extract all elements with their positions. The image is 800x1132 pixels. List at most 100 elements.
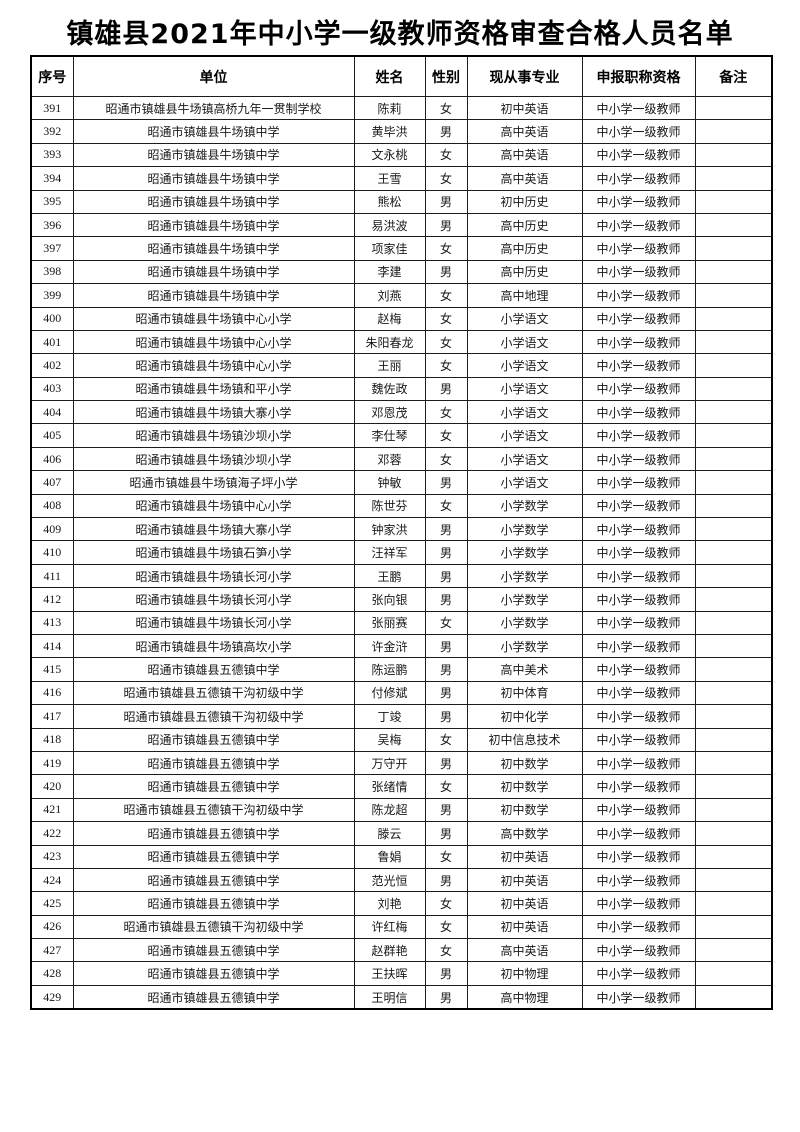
cell-name: 项家佳: [353, 236, 426, 261]
cell-subject: 初中数学: [466, 750, 583, 776]
cell-qualification: 中小学一级教师: [581, 610, 696, 635]
cell-serial-number: 402: [30, 353, 74, 378]
cell-serial-number: 395: [30, 189, 74, 214]
cell-unit: 昭通市镇雄县五德镇中学: [72, 938, 355, 963]
table-row: 413 昭通市镇雄县牛场镇长河小学 张丽赛 女 小学数学 中小学一级教师: [30, 610, 773, 635]
table-row: 392 昭通市镇雄县牛场镇中学 黄毕洪 男 高中英语 中小学一级教师: [30, 119, 773, 144]
cell-name: 刘艳: [353, 891, 426, 916]
cell-remark: [694, 704, 773, 729]
cell-name: 汪祥军: [353, 540, 426, 565]
cell-remark: [694, 259, 773, 285]
cell-serial-number: 425: [30, 891, 74, 916]
cell-unit: 昭通市镇雄县牛场镇中学: [72, 212, 355, 238]
cell-unit: 昭通市镇雄县牛场镇中学: [72, 283, 355, 308]
cell-serial-number: 428: [30, 961, 74, 986]
cell-name: 范光恒: [353, 867, 426, 893]
cell-qualification: 中小学一级教师: [581, 493, 696, 519]
table-row: 411 昭通市镇雄县牛场镇长河小学 王鹏 男 小学数学 中小学一级教师: [30, 563, 773, 589]
cell-unit: 昭通市镇雄县五德镇干沟初级中学: [72, 797, 355, 823]
table-row: 406 昭通市镇雄县牛场镇沙坝小学 邓蓉 女 小学语文 中小学一级教师: [30, 446, 773, 472]
cell-remark: [694, 797, 773, 823]
cell-qualification: 中小学一级教师: [581, 891, 696, 916]
table-row: 398 昭通市镇雄县牛场镇中学 李建 男 高中历史 中小学一级教师: [30, 259, 773, 285]
cell-gender: 女: [424, 236, 468, 261]
cell-name: 陈莉: [353, 95, 426, 121]
cell-subject: 高中英语: [466, 166, 583, 191]
table-row: 408 昭通市镇雄县牛场镇中心小学 陈世芬 女 小学数学 中小学一级教师: [30, 493, 773, 519]
table-row: 418 昭通市镇雄县五德镇中学 吴梅 女 初中信息技术 中小学一级教师: [30, 727, 773, 752]
cell-remark: [694, 844, 773, 869]
cell-remark: [694, 493, 773, 519]
cell-subject: 小学语文: [466, 306, 583, 331]
cell-gender: 男: [424, 750, 468, 776]
cell-subject: 小学数学: [466, 540, 583, 565]
cell-qualification: 中小学一级教师: [581, 797, 696, 823]
table-row: 426 昭通市镇雄县五德镇干沟初级中学 许红梅 女 初中英语 中小学一级教师: [30, 914, 773, 940]
table-row: 407 昭通市镇雄县牛场镇海子坪小学 钟敏 男 小学语文 中小学一级教师: [30, 470, 773, 495]
table-row: 400 昭通市镇雄县牛场镇中心小学 赵梅 女 小学语文 中小学一级教师: [30, 306, 773, 331]
cell-subject: 小学语文: [466, 400, 583, 425]
cell-qualification: 中小学一级教师: [581, 961, 696, 986]
table-row: 419 昭通市镇雄县五德镇中学 万守开 男 初中数学 中小学一级教师: [30, 750, 773, 776]
cell-serial-number: 429: [30, 984, 74, 1010]
cell-unit: 昭通市镇雄县牛场镇高桥九年一贯制学校: [72, 95, 355, 121]
cell-subject: 高中历史: [466, 212, 583, 238]
cell-serial-number: 393: [30, 142, 74, 168]
cell-serial-number: 415: [30, 657, 74, 682]
cell-qualification: 中小学一级教师: [581, 938, 696, 963]
table-row: 415 昭通市镇雄县五德镇中学 陈运鹏 男 高中美术 中小学一级教师: [30, 657, 773, 682]
cell-qualification: 中小学一级教师: [581, 680, 696, 706]
cell-gender: 男: [424, 376, 468, 402]
cell-unit: 昭通市镇雄县牛场镇海子坪小学: [72, 470, 355, 495]
cell-subject: 高中英语: [466, 938, 583, 963]
cell-name: 刘燕: [353, 283, 426, 308]
table-row: 405 昭通市镇雄县牛场镇沙坝小学 李仕琴 女 小学语文 中小学一级教师: [30, 423, 773, 448]
table-row: 414 昭通市镇雄县牛场镇高坎小学 许金浒 男 小学数学 中小学一级教师: [30, 633, 773, 659]
cell-name: 邓恩茂: [353, 400, 426, 425]
cell-serial-number: 411: [30, 563, 74, 589]
cell-unit: 昭通市镇雄县牛场镇中学: [72, 236, 355, 261]
cell-unit: 昭通市镇雄县牛场镇大寨小学: [72, 517, 355, 542]
cell-qualification: 中小学一级教师: [581, 446, 696, 472]
cell-subject: 高中物理: [466, 984, 583, 1010]
cell-serial-number: 404: [30, 400, 74, 425]
cell-name: 钟家洪: [353, 517, 426, 542]
cell-subject: 高中历史: [466, 259, 583, 285]
cell-serial-number: 427: [30, 938, 74, 963]
cell-remark: [694, 400, 773, 425]
table-row: 416 昭通市镇雄县五德镇干沟初级中学 付修斌 男 初中体育 中小学一级教师: [30, 680, 773, 706]
cell-remark: [694, 517, 773, 542]
cell-qualification: 中小学一级教师: [581, 750, 696, 776]
cell-gender: 女: [424, 283, 468, 308]
cell-remark: [694, 376, 773, 402]
cell-unit: 昭通市镇雄县牛场镇中学: [72, 166, 355, 191]
cell-subject: 初中数学: [466, 774, 583, 799]
cell-serial-number: 414: [30, 633, 74, 659]
table-body: 391 昭通市镇雄县牛场镇高桥九年一贯制学校 陈莉 女 初中英语 中小学一级教师…: [30, 95, 773, 1010]
cell-gender: 男: [424, 517, 468, 542]
cell-qualification: 中小学一级教师: [581, 774, 696, 799]
cell-remark: [694, 446, 773, 472]
column-header-unit: 单位: [72, 55, 355, 97]
cell-qualification: 中小学一级教师: [581, 727, 696, 752]
cell-gender: 女: [424, 493, 468, 519]
cell-subject: 初中英语: [466, 844, 583, 869]
cell-subject: 小学语文: [466, 470, 583, 495]
table-row: 393 昭通市镇雄县牛场镇中学 文永桃 女 高中英语 中小学一级教师: [30, 142, 773, 168]
cell-subject: 初中数学: [466, 797, 583, 823]
cell-remark: [694, 423, 773, 448]
cell-subject: 高中历史: [466, 236, 583, 261]
cell-subject: 高中美术: [466, 657, 583, 682]
cell-name: 赵梅: [353, 306, 426, 331]
cell-gender: 女: [424, 914, 468, 940]
cell-subject: 小学数学: [466, 587, 583, 612]
cell-gender: 男: [424, 189, 468, 214]
cell-serial-number: 400: [30, 306, 74, 331]
cell-subject: 小学语文: [466, 353, 583, 378]
cell-unit: 昭通市镇雄县牛场镇大寨小学: [72, 400, 355, 425]
cell-serial-number: 407: [30, 470, 74, 495]
cell-subject: 初中英语: [466, 891, 583, 916]
cell-qualification: 中小学一级教师: [581, 189, 696, 214]
cell-unit: 昭通市镇雄县牛场镇石笋小学: [72, 540, 355, 565]
cell-qualification: 中小学一级教师: [581, 283, 696, 308]
